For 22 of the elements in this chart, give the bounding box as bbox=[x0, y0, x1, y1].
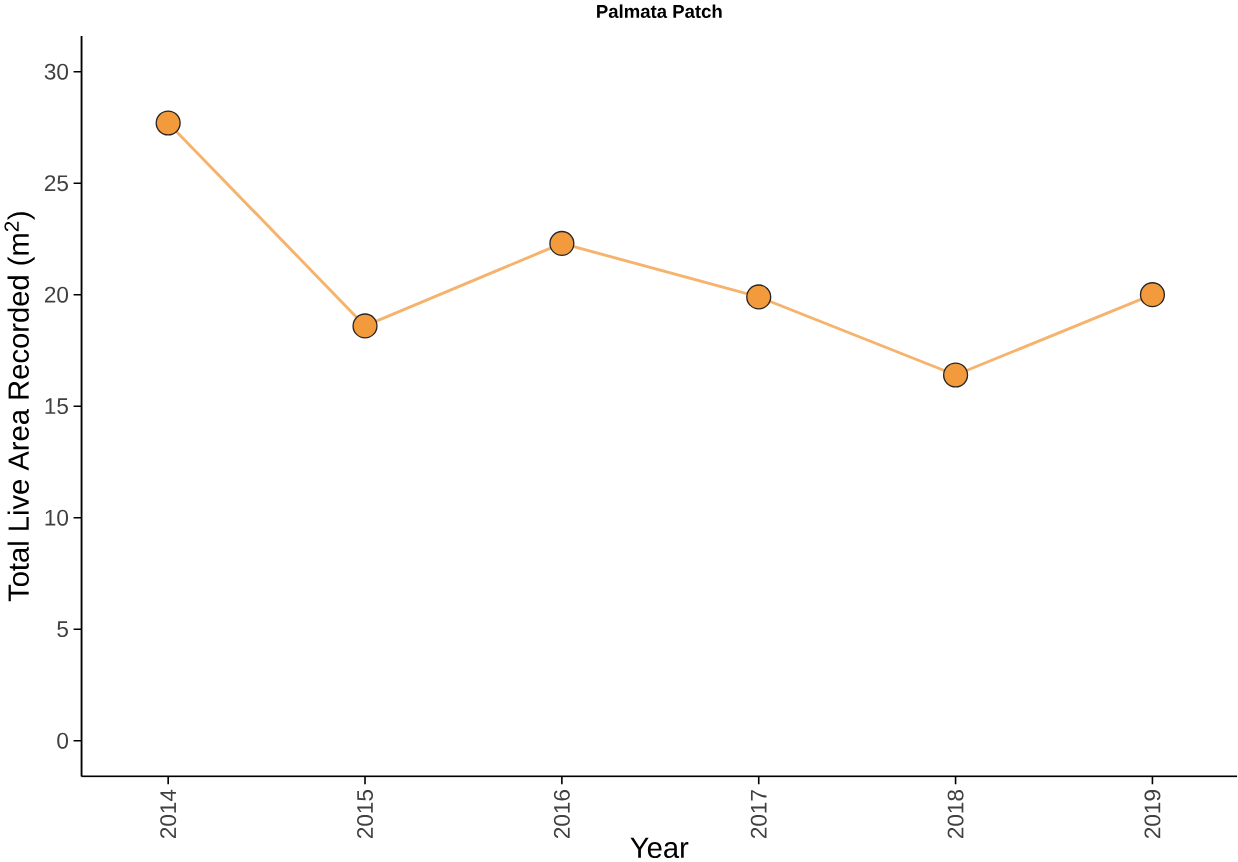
chart-title: Palmata Patch bbox=[597, 4, 722, 18]
x-tick-label: 2015 bbox=[357, 789, 374, 838]
x-tick-label: 2014 bbox=[160, 789, 177, 838]
point bbox=[942, 362, 969, 388]
point bbox=[155, 110, 181, 136]
x-axis-title: Year bbox=[630, 837, 689, 858]
point bbox=[746, 284, 772, 310]
y-tick-label: 15 bbox=[45, 398, 68, 414]
point bbox=[549, 230, 575, 256]
x-tick-label: 2019 bbox=[1144, 789, 1161, 838]
y-tick-label: 0 bbox=[57, 732, 69, 749]
y-tick-label: 25 bbox=[44, 174, 68, 191]
x-tick-label: 2018 bbox=[947, 789, 964, 838]
x-tick-label: 2017 bbox=[750, 789, 767, 838]
y-axis-title: Total Live Area Recorded (m$^{2}$) bbox=[4, 212, 35, 602]
y-tick-label: 10 bbox=[45, 509, 69, 526]
point bbox=[1139, 281, 1166, 308]
y-tick-label: 5 bbox=[57, 621, 68, 637]
y-tick-label: 20 bbox=[44, 286, 69, 303]
point bbox=[352, 313, 378, 339]
y-tick-label: 30 bbox=[44, 63, 69, 80]
x-tick-label: 2016 bbox=[553, 789, 570, 838]
